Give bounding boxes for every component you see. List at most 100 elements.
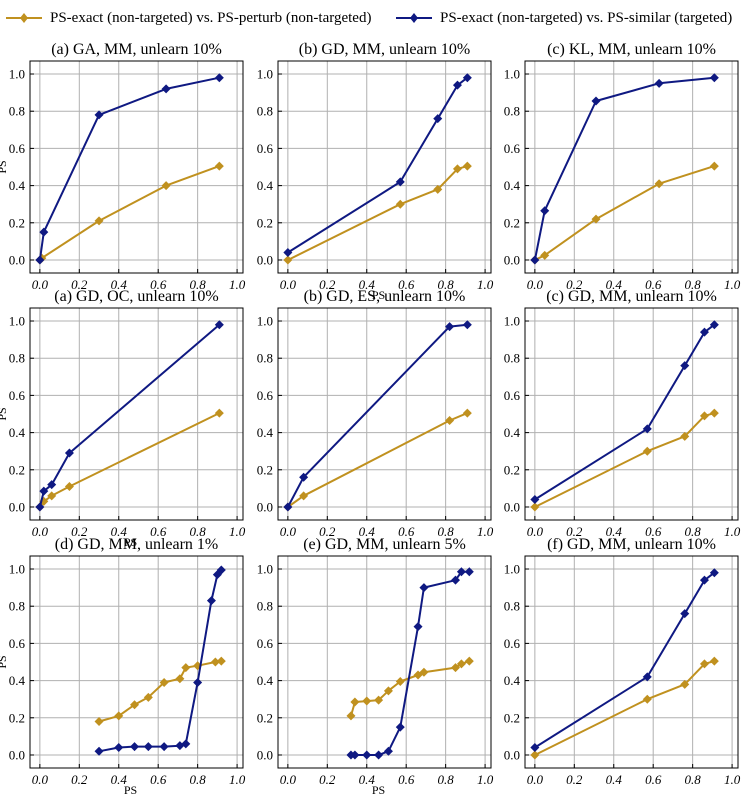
data-point-similar [680,609,690,619]
y-axis-label: PS [0,160,9,173]
data-point-similar [395,722,405,732]
data-point-perturb [445,416,455,426]
y-tick-label: 0.2 [9,710,25,725]
x-tick-label: 0.2 [319,772,336,787]
data-point-similar [680,361,690,371]
data-point-similar [94,110,104,120]
subplot-title: (c) KL, MM, unlearn 10% [547,41,716,58]
y-tick-label: 0.0 [9,252,25,267]
y-tick-label: 0.4 [257,673,274,688]
x-tick-label: 0.6 [150,772,167,787]
data-point-perturb [159,677,169,687]
x-tick-label: 0.6 [398,524,415,539]
data-point-similar [433,114,443,124]
y-tick-label: 0.4 [9,673,26,688]
data-point-similar [206,596,216,606]
data-point-perturb [214,408,224,418]
data-point-perturb [374,695,384,705]
data-point-similar [35,255,45,265]
y-tick-label: 0.2 [9,462,25,477]
y-tick-label: 1.0 [9,67,25,82]
data-point-perturb [452,164,462,174]
x-tick-label: 0.4 [606,277,623,292]
legend-item-perturb: PS-exact (non-targeted) vs. PS-perturb (… [4,6,371,30]
data-point-similar [591,96,601,106]
x-tick-label: 0.0 [32,772,49,787]
data-point-perturb [210,657,220,667]
y-tick-label: 0.2 [504,710,520,725]
chart-grid: (a) GA, MM, unlearn 10% 0.0 0.2 0.4 0.6 0.8 1.… [0,41,741,795]
data-point-perturb [181,663,191,673]
x-tick-label: 0.2 [566,524,583,539]
x-tick-label: 0.2 [566,772,583,787]
subplot-8: (e) GD, MM, unlearn 5% 0.0 0.2 0.4 0.6 0.8 1.0… [257,536,494,795]
data-point-perturb [175,674,185,684]
x-tick-label: 1.0 [477,772,494,787]
series-line-perturb [534,412,715,508]
data-point-similar [159,742,169,752]
y-tick-label: 1.0 [257,314,273,329]
data-point-similar [374,750,384,760]
y-tick-label: 0.4 [9,178,26,193]
subplot-5: (b) GD, ES, unlearn 10% 0.0 0.2 0.4 0.6 0.8 1.… [257,288,494,539]
data-point-similar [114,743,124,753]
subplot-title: (a) GA, MM, unlearn 10% [51,41,222,58]
x-tick-label: 0.2 [71,277,88,292]
data-point-similar [283,502,293,512]
data-point-similar [699,575,709,585]
data-point-similar [654,78,664,88]
x-tick-label: 1.0 [724,277,741,292]
x-tick-label: 0.4 [359,277,376,292]
data-point-similar [540,206,550,216]
x-tick-label: 0.0 [280,277,297,292]
y-tick-label: 0.8 [9,104,25,119]
x-tick-label: 0.0 [280,524,297,539]
data-point-similar [47,480,57,490]
subplot-title: (b) GD, ES, unlearn 10% [304,288,466,305]
x-tick-label: 1.0 [724,524,741,539]
data-point-similar [709,73,719,83]
data-point-perturb [451,663,460,673]
x-tick-label: 0.4 [359,772,376,787]
y-tick-label: 0.6 [9,636,26,651]
series-line-perturb [534,660,715,756]
y-axis-label: PS [0,655,9,668]
y-tick-label: 1.0 [257,562,273,577]
subplot-title: (d) GD, MM, unlearn 1% [55,536,219,553]
y-tick-label: 0.4 [9,425,26,440]
data-point-perturb [114,711,124,721]
data-point-similar [464,567,474,577]
subplot-1: (a) GA, MM, unlearn 10% 0.0 0.2 0.4 0.6 0.8 1.… [0,41,246,292]
data-point-similar [462,320,472,330]
data-point-perturb [530,750,540,760]
data-point-perturb [143,692,153,702]
y-tick-label: 0.4 [504,178,521,193]
plot-frame [29,555,244,769]
x-axis-label: PS [124,535,137,549]
data-point-similar [350,750,360,760]
data-point-perturb [709,161,719,171]
x-tick-label: 0.4 [111,772,128,787]
data-point-similar [64,448,74,458]
x-axis-label: PS [372,288,385,302]
data-point-perturb [591,214,601,224]
y-tick-label: 0.0 [257,499,273,514]
x-tick-label: 0.8 [438,524,455,539]
y-tick-label: 0.6 [257,141,274,156]
series-line-similar [534,571,715,749]
x-tick-label: 0.8 [685,277,702,292]
data-point-perturb [464,656,474,666]
y-tick-label: 0.2 [9,215,25,230]
x-tick-label: 0.2 [71,772,88,787]
x-tick-label: 0.4 [359,524,376,539]
data-point-perturb [64,482,74,492]
data-point-perturb [216,656,226,666]
legend-label-similar: PS-exact (non-targeted) vs. PS-similar (… [440,9,733,26]
data-point-similar [383,746,393,756]
data-point-similar [530,495,540,505]
data-point-similar [452,80,462,90]
y-tick-label: 0.0 [504,252,520,267]
legend-swatch-similar [396,13,432,23]
subplot-3: (c) KL, MM, unlearn 10% 0.0 0.2 0.4 0.6 0.8 1.… [504,41,741,292]
x-tick-label: 0.2 [319,524,336,539]
